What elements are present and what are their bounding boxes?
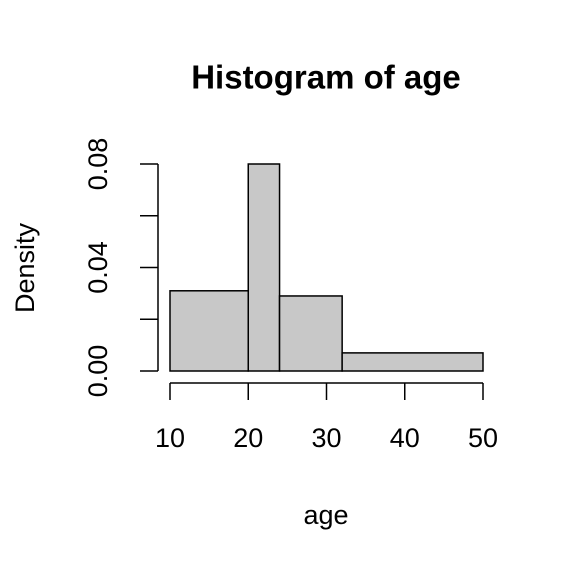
bar: [341, 352, 484, 372]
x-tick-label: 30: [311, 423, 341, 453]
x-axis-label: age: [303, 500, 348, 530]
chart-title: Histogram of age: [191, 59, 461, 96]
x-tick-label: 40: [390, 423, 420, 453]
bar: [247, 163, 281, 372]
y-axis-label: Density: [10, 222, 40, 313]
x-tick-label: 10: [155, 423, 185, 453]
bar: [169, 290, 249, 372]
y-tick-label: 0.08: [83, 138, 113, 191]
y-tick-label: 0.00: [83, 345, 113, 398]
x-tick-label: 20: [233, 423, 263, 453]
x-tick-label: 50: [468, 423, 498, 453]
bar: [278, 295, 343, 372]
y-tick-label: 0.04: [83, 241, 113, 294]
